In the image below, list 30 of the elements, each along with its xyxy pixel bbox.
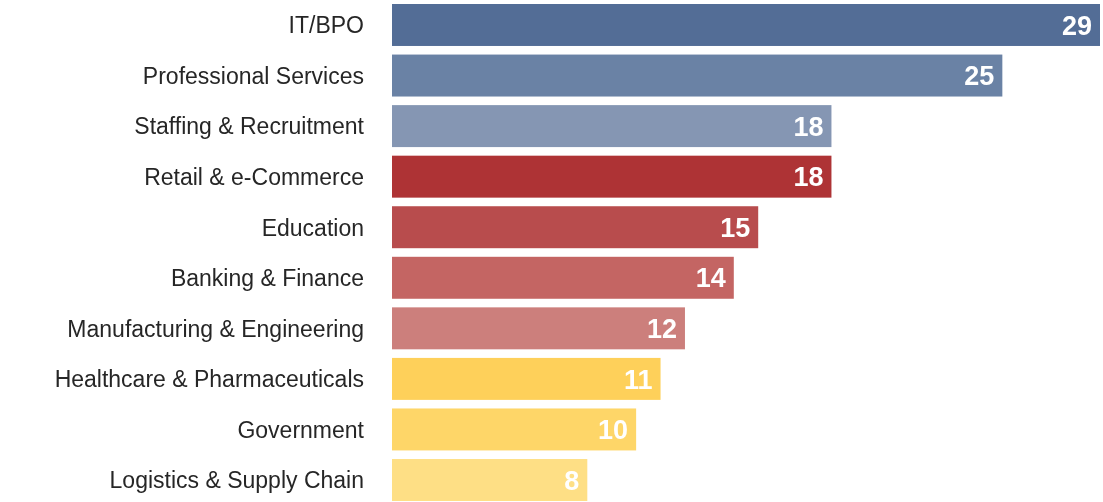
- bar: [392, 4, 1100, 46]
- data-label: 12: [646, 314, 677, 345]
- bar: [392, 54, 1003, 97]
- bar: [392, 105, 832, 148]
- y-tick-label: Retail & e-Commerce: [144, 163, 364, 190]
- y-tick-label: Banking & Finance: [170, 265, 364, 292]
- data-label: 25: [964, 61, 995, 92]
- data-label: 18: [793, 111, 824, 142]
- y-tick-label: IT/BPO: [288, 12, 364, 39]
- bar: [392, 307, 685, 350]
- data-label: 11: [624, 364, 653, 395]
- bar: [392, 155, 832, 198]
- y-tick-label: Healthcare & Pharmaceuticals: [54, 366, 364, 393]
- bar: [392, 408, 637, 451]
- bar: [392, 357, 661, 400]
- data-label: 15: [720, 212, 751, 243]
- y-tick-label: Professional Services: [142, 62, 364, 89]
- y-tick-label: Logistics & Supply Chain: [109, 467, 364, 494]
- bar: [392, 206, 759, 249]
- data-label: 14: [695, 263, 726, 294]
- y-tick-label: Manufacturing & Engineering: [67, 315, 364, 342]
- data-label: 10: [598, 415, 629, 446]
- bar: [392, 256, 734, 299]
- bar: [392, 459, 588, 501]
- y-tick-label: Government: [237, 416, 365, 443]
- data-label: 18: [793, 162, 824, 193]
- y-tick-label: Education: [261, 214, 364, 241]
- data-label: 29: [1061, 10, 1092, 41]
- y-tick-label: Staffing & Recruitment: [134, 113, 365, 140]
- data-label: 8: [564, 465, 580, 496]
